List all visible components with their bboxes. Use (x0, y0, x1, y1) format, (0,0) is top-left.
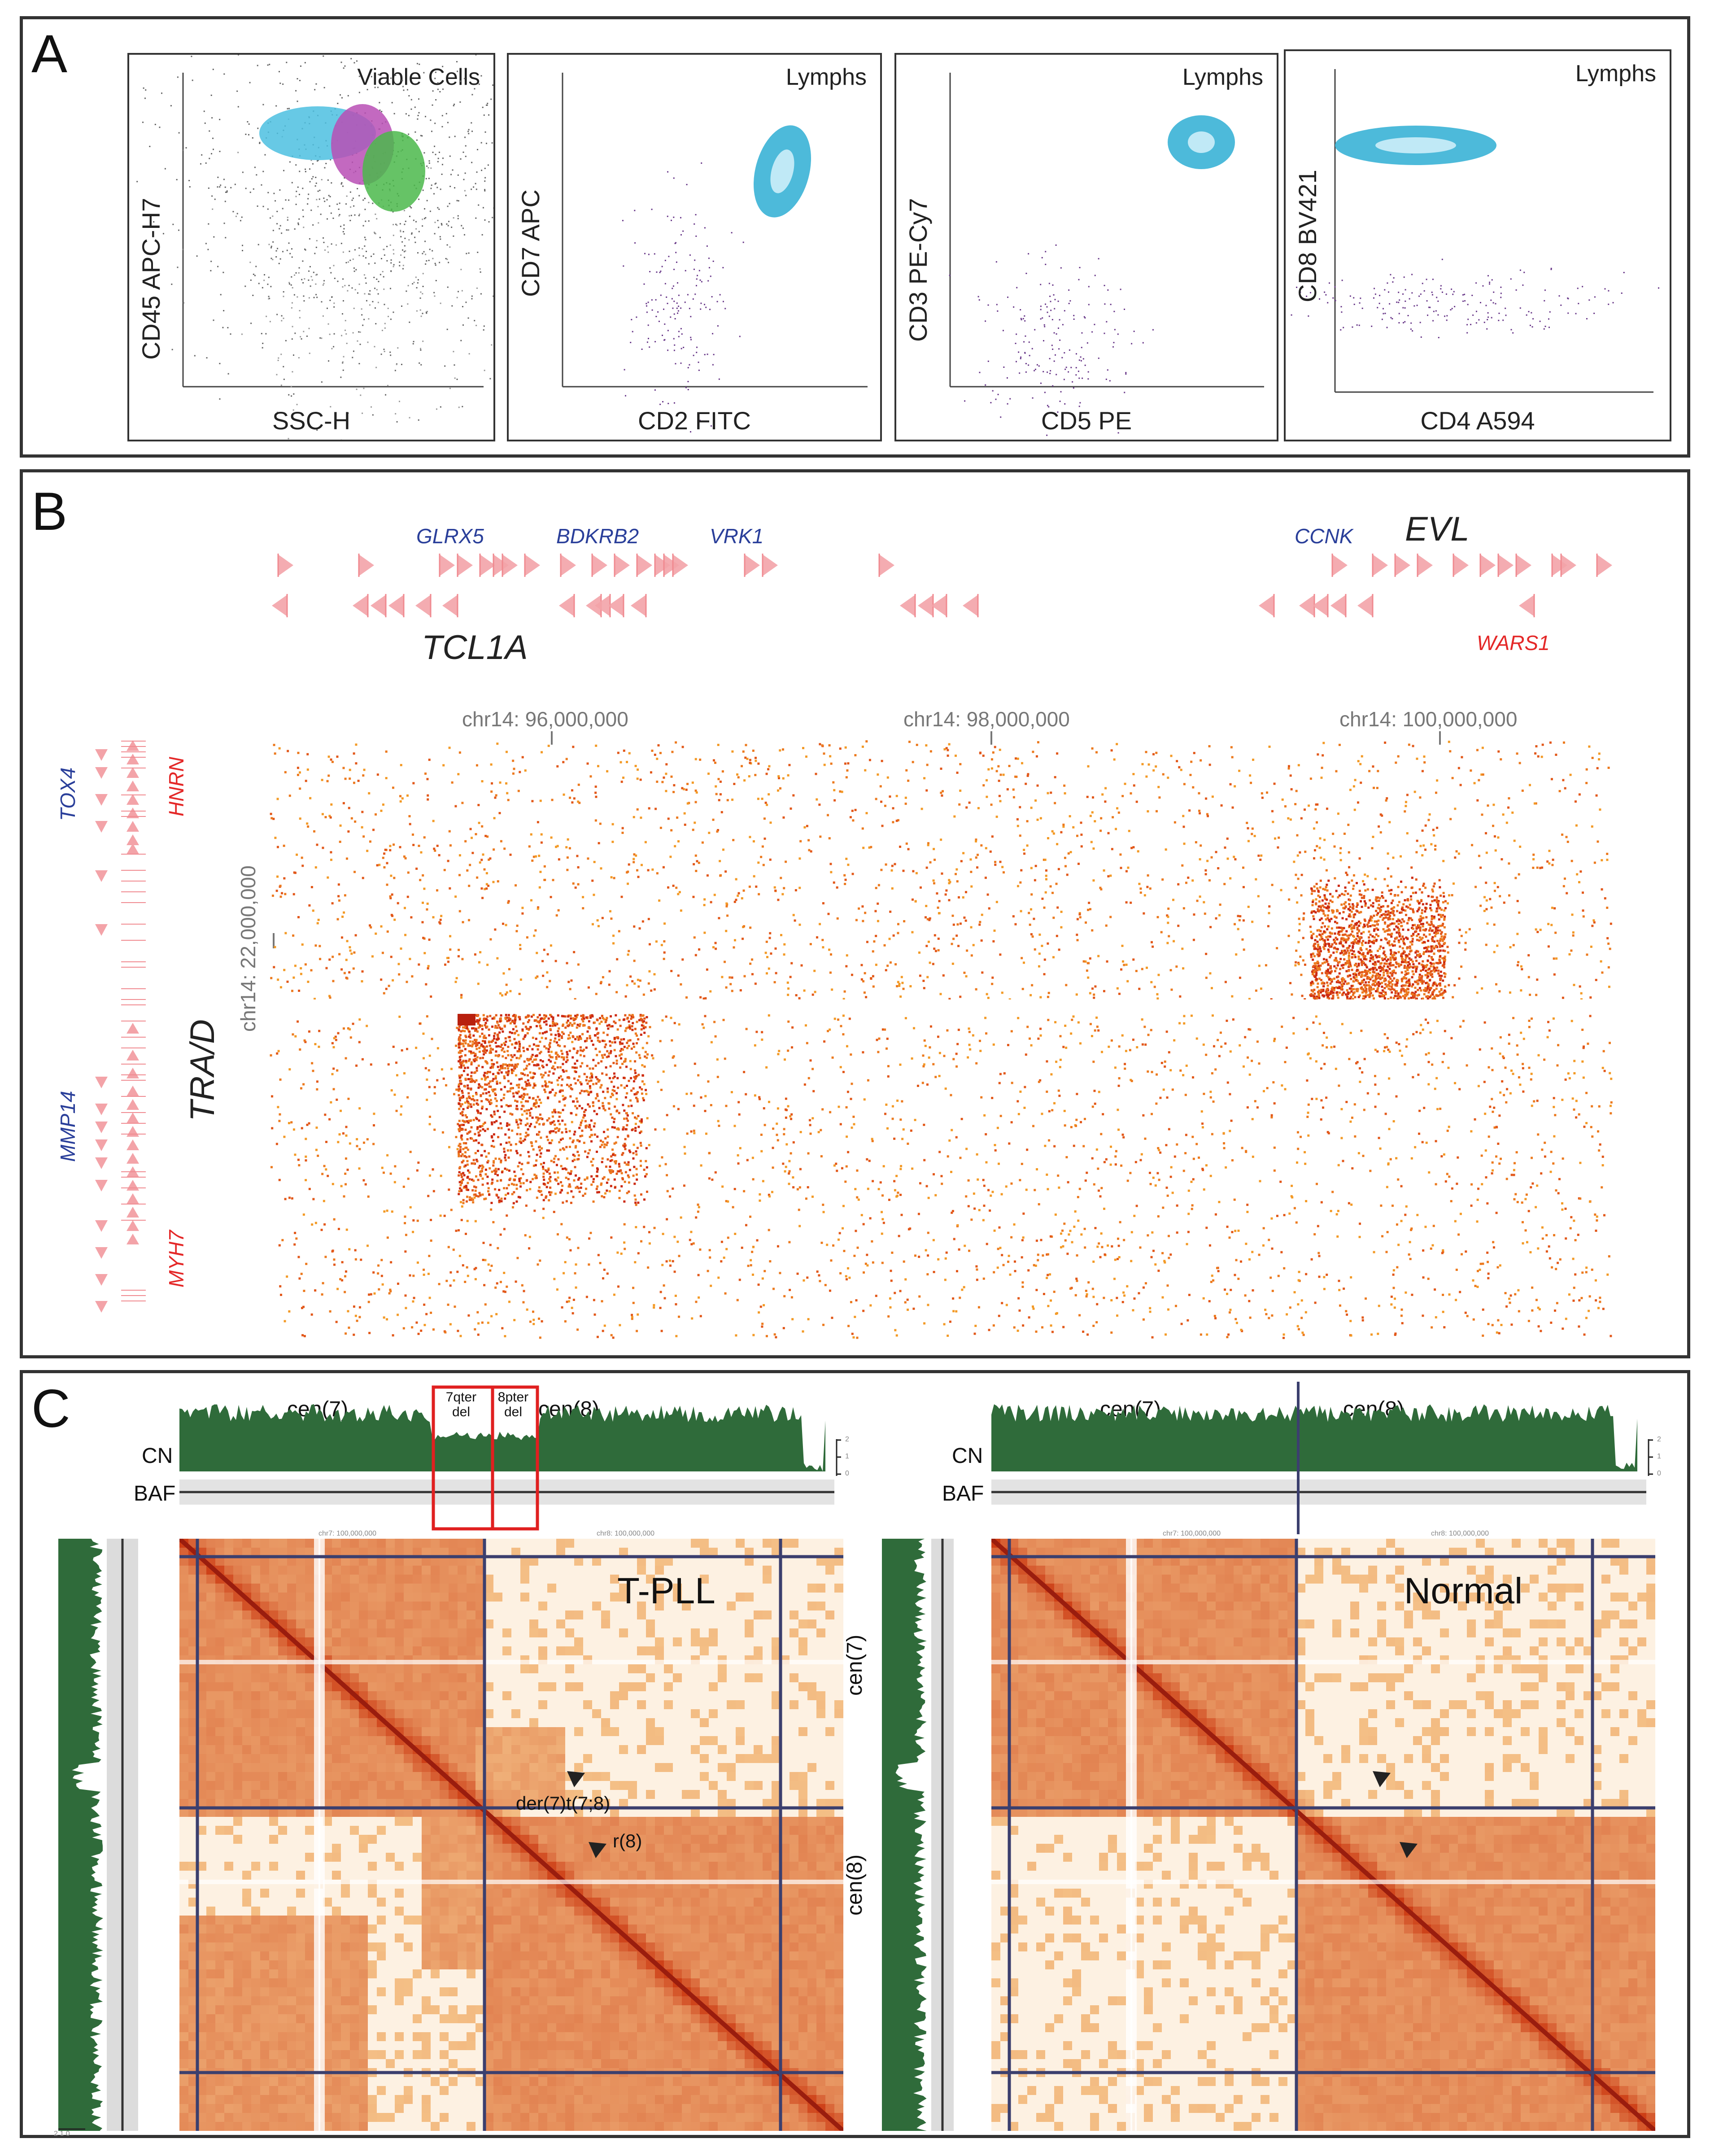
facs-scatter-2 (562, 73, 868, 433)
cn-baf-track-left (179, 1385, 841, 1531)
gene-label-tox4: TOX4 (56, 767, 79, 821)
gene-label-myh7: MYH7 (165, 1230, 188, 1287)
side-cn-baf-right (882, 1539, 954, 2131)
gene-label-glrx5: GLRX5 (416, 524, 484, 548)
coord-x-96mb: chr14: 96,000,000 (462, 707, 628, 731)
facs-plot-cd3-cd5: Lymphs CD5 PE CD3 PE-Cy7 (894, 53, 1278, 441)
coord-y-22mb: chr14: 22,000,000 (236, 865, 260, 1032)
locus-label-tra-d: TRA/D (183, 1019, 222, 1122)
facs-plot-cd7-cd2: Lymphs CD2 FITC CD7 APC (507, 53, 882, 441)
annot-r8: r(8) (613, 1830, 642, 1851)
arrow-der7 (567, 1771, 585, 1787)
side-cen8-label: cen(8) (843, 1854, 867, 1916)
chr8-axis-label-left: chr8: 100,000,000 (597, 1530, 654, 1537)
heatmap-title-tpll: T-PLL (617, 1571, 715, 1611)
facs-gate-label: Lymphs (1182, 64, 1263, 90)
gene-label-evl: EVL (1405, 510, 1470, 548)
facs-x-label: CD4 A594 (1420, 406, 1535, 435)
panel-b-letter: B (31, 481, 68, 541)
scale-tick-2: 2 (845, 1436, 849, 1443)
box-label-7qter-del: 7qter del (434, 1390, 488, 1419)
scale-tick-0-r: 0 (1657, 1470, 1661, 1477)
facs-y-label: CD3 PE-Cy7 (904, 198, 932, 342)
side-scale-left-2: 2 (54, 2130, 58, 2138)
scale-tick-2-r: 2 (1657, 1436, 1661, 1443)
facs-scatter-3 (949, 73, 1264, 436)
side-cn-baf-left (58, 1539, 138, 2131)
cn-label-left: CN (142, 1444, 173, 1468)
annot-der7-t78: der(7)t(7;8) (516, 1793, 611, 1814)
facs-scatter-4 (1291, 69, 1659, 393)
facs-x-label: CD2 FITC (638, 406, 751, 435)
chr7-axis-label-left: chr7: 100,000,000 (318, 1530, 376, 1537)
facs-gate-label: Lymphs (785, 64, 867, 90)
side-scale-left: 2 1 0 (54, 2130, 70, 2138)
coord-x-ticks (551, 731, 1441, 745)
baf-label-left: BAF (134, 1482, 176, 1506)
facs-plot-viable-cells: Viable Cells SSC-H CD45 APC-H7 (127, 53, 495, 441)
coord-y-tick (273, 933, 275, 948)
hic-heatmap-normal (991, 1539, 1655, 2131)
box2-line1: 8pter (497, 1390, 529, 1405)
side-cen7-label: cen(7) (843, 1634, 867, 1696)
gene-label-mmp14: MMP14 (56, 1091, 79, 1162)
hic-contact-map-b (269, 740, 1615, 1339)
box1-line2: del (452, 1405, 471, 1419)
cn-baf-track-right (991, 1382, 1653, 1534)
gene-track-left (95, 740, 146, 1313)
panel-a-letter: A (31, 24, 68, 84)
facs-x-label: SSC-H (272, 406, 351, 435)
side-scale-left-1: 1 (60, 2130, 64, 2138)
box-label-8pter-del: 8pter del (491, 1390, 536, 1419)
facs-gate-label: Lymphs (1575, 61, 1656, 87)
coord-x-100mb: chr14: 100,000,000 (1339, 707, 1518, 731)
box2-line2: del (504, 1405, 523, 1419)
side-scale-left-0: 0 (65, 2130, 70, 2138)
arrow-normal-1 (1373, 1771, 1391, 1787)
chr7-axis-label-right: chr7: 100,000,000 (1163, 1530, 1221, 1537)
facs-y-label: CD7 APC (516, 189, 545, 297)
scale-tick-0: 0 (845, 1470, 849, 1477)
chr8-axis-label-right: chr8: 100,000,000 (1431, 1530, 1489, 1537)
box1-line1: 7qter (445, 1390, 477, 1405)
panel-c-letter: C (31, 1379, 70, 1439)
baf-label-right: BAF (942, 1482, 984, 1506)
facs-plot-cd8-cd4: Lymphs CD4 A594 CD8 BV421 (1284, 49, 1671, 441)
coord-x-98mb: chr14: 98,000,000 (903, 707, 1070, 731)
arrow-r8 (589, 1842, 606, 1858)
facs-y-label: CD8 BV421 (1293, 170, 1322, 302)
panel-b-frame (20, 469, 1690, 1358)
hic-heatmap-tpll (179, 1539, 843, 2131)
facs-gate-label: Viable Cells (357, 64, 480, 90)
gene-label-hnrn: HNRN (165, 757, 188, 816)
scale-tick-1-r: 1 (1657, 1453, 1661, 1460)
gene-label-tcl1a: TCL1A (422, 628, 528, 667)
scale-tick-1: 1 (845, 1453, 849, 1460)
arrow-normal-2 (1400, 1842, 1418, 1858)
facs-scatter-1 (136, 55, 493, 440)
cn-label-right: CN (952, 1444, 983, 1468)
gene-label-vrk1: VRK1 (710, 524, 764, 548)
gene-label-bdkrb2: BDKRB2 (556, 524, 639, 548)
gene-track-top (272, 554, 1612, 617)
facs-y-label: CD45 APC-H7 (137, 197, 165, 360)
gene-label-wars1: WARS1 (1477, 631, 1550, 655)
gene-label-ccnk: CCNK (1295, 524, 1353, 548)
heatmap-title-normal: Normal (1404, 1571, 1523, 1611)
facs-x-label: CD5 PE (1041, 406, 1132, 435)
